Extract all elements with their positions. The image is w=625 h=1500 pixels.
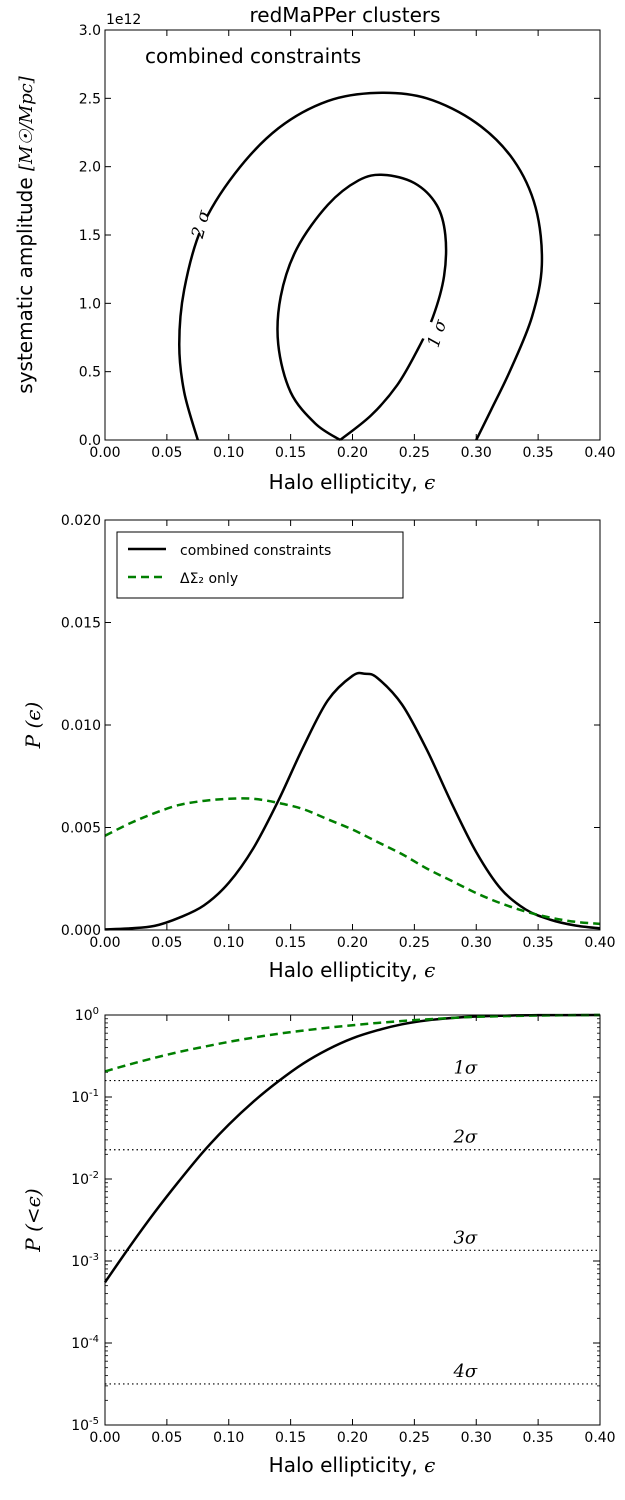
sigma-label: 1σ	[453, 1058, 477, 1079]
y-tick-label: 0.5	[79, 365, 101, 381]
x-tick-label: 0.15	[275, 1430, 306, 1446]
panel3-xlabel: Halo ellipticity, ϵ	[269, 1453, 436, 1477]
panel2-frame	[104, 519, 601, 931]
contour-1sigma	[276, 173, 448, 442]
pdf-panel: 0.00 0.05 0.10 0.15 0.20 0.25 0.30 0.35 0.40 0.00…	[21, 513, 616, 982]
x-tick-label: 0.10	[213, 935, 244, 951]
y-tick-label: 0.0	[79, 433, 101, 449]
x-tick-label: 0.05	[151, 445, 182, 461]
x-tick-label: 0.40	[584, 1430, 615, 1446]
x-tick-label: 0.35	[523, 1430, 554, 1446]
panel1-offset-label: 1e12	[106, 12, 141, 28]
y-tick-label: 1.0	[79, 296, 101, 312]
sigma-label: 4σ	[452, 1361, 477, 1382]
y-tick-label: 0.020	[61, 513, 101, 529]
panel1-ylabel: systematic amplitude [M☉/Mpc]	[13, 75, 37, 393]
x-tick-label: 0.40	[584, 445, 615, 461]
panel1-title: redMaPPer clusters	[249, 3, 440, 27]
panel3-frame	[104, 1014, 601, 1426]
x-tick-label: 0.35	[523, 445, 554, 461]
legend-box	[116, 531, 404, 599]
x-tick-label: 0.25	[399, 1430, 430, 1446]
y-tick-label: 3.0	[79, 23, 101, 39]
y-tick-label: 2.0	[79, 160, 101, 176]
x-tick-label: 0.05	[151, 1430, 182, 1446]
legend-label-combined: combined constraints	[180, 543, 331, 559]
x-tick-label: 0.20	[337, 445, 368, 461]
y-tick-label: 0.005	[61, 821, 101, 837]
panel1-annotation: combined constraints	[145, 44, 361, 68]
x-tick-label: 0.15	[275, 445, 306, 461]
x-tick-label: 0.40	[584, 935, 615, 951]
series-combined	[104, 671, 601, 931]
cdf-panel: 0.00 0.05 0.10 0.15 0.20 0.25 0.30 0.35 0.40 100 1…	[21, 1006, 616, 1477]
x-tick-label: 0.25	[399, 935, 430, 951]
series-dsigma	[104, 797, 601, 926]
x-tick-label: 0.30	[461, 445, 492, 461]
x-tick-label: 0.15	[275, 935, 306, 951]
x-tick-label: 0.30	[461, 1430, 492, 1446]
panel1-xlabel: Halo ellipticity, ϵ	[269, 470, 436, 494]
contour-label-bg	[184, 211, 217, 237]
legend: combined constraints ΔΣ₂ only	[116, 531, 404, 599]
x-tick-label: 0.20	[337, 1430, 368, 1446]
contour-panel: redMaPPer clusters 1e12 0.00 0.05 0.10 0.15…	[13, 3, 616, 494]
panel2-xlabel: Halo ellipticity, ϵ	[269, 958, 436, 982]
x-tick-label: 0.05	[151, 935, 182, 951]
sigma-label: 3σ	[453, 1227, 477, 1248]
y-tick-label: 0.000	[61, 923, 101, 939]
y-tick-label: 10-4	[71, 1334, 99, 1352]
contour-2sigma	[177, 91, 544, 441]
x-tick-label: 0.35	[523, 935, 554, 951]
y-tick-label: 10-5	[71, 1416, 99, 1434]
y-tick-label: 0.015	[61, 616, 101, 632]
sigma-label: 2σ	[452, 1127, 477, 1148]
panel3-ylabel: P (<ϵ)	[21, 1188, 45, 1252]
y-tick-label: 2.5	[79, 91, 101, 107]
legend-label-dsigma: ΔΣ₂ only	[180, 571, 238, 587]
y-tick-label: 10-2	[71, 1170, 99, 1188]
x-tick-label: 0.25	[399, 445, 430, 461]
y-tick-label: 10-3	[71, 1252, 99, 1270]
x-tick-label: 0.30	[461, 935, 492, 951]
x-tick-label: 0.00	[89, 445, 120, 461]
x-tick-label: 0.20	[337, 935, 368, 951]
panel1-frame	[104, 29, 601, 441]
y-tick-label: 10-1	[71, 1088, 99, 1106]
cdf-series-dsigma	[104, 1013, 601, 1073]
panel2-ylabel: P (ϵ)	[21, 702, 45, 750]
x-tick-label: 0.00	[89, 1430, 120, 1446]
y-tick-label: 100	[75, 1006, 99, 1024]
x-tick-label: 0.10	[213, 1430, 244, 1446]
contour-label-bg	[420, 320, 453, 347]
y-tick-label: 0.010	[61, 718, 101, 734]
x-tick-label: 0.00	[89, 935, 120, 951]
y-tick-label: 1.5	[79, 228, 101, 244]
x-tick-label: 0.10	[213, 445, 244, 461]
cdf-series-combined	[103, 1013, 601, 1284]
